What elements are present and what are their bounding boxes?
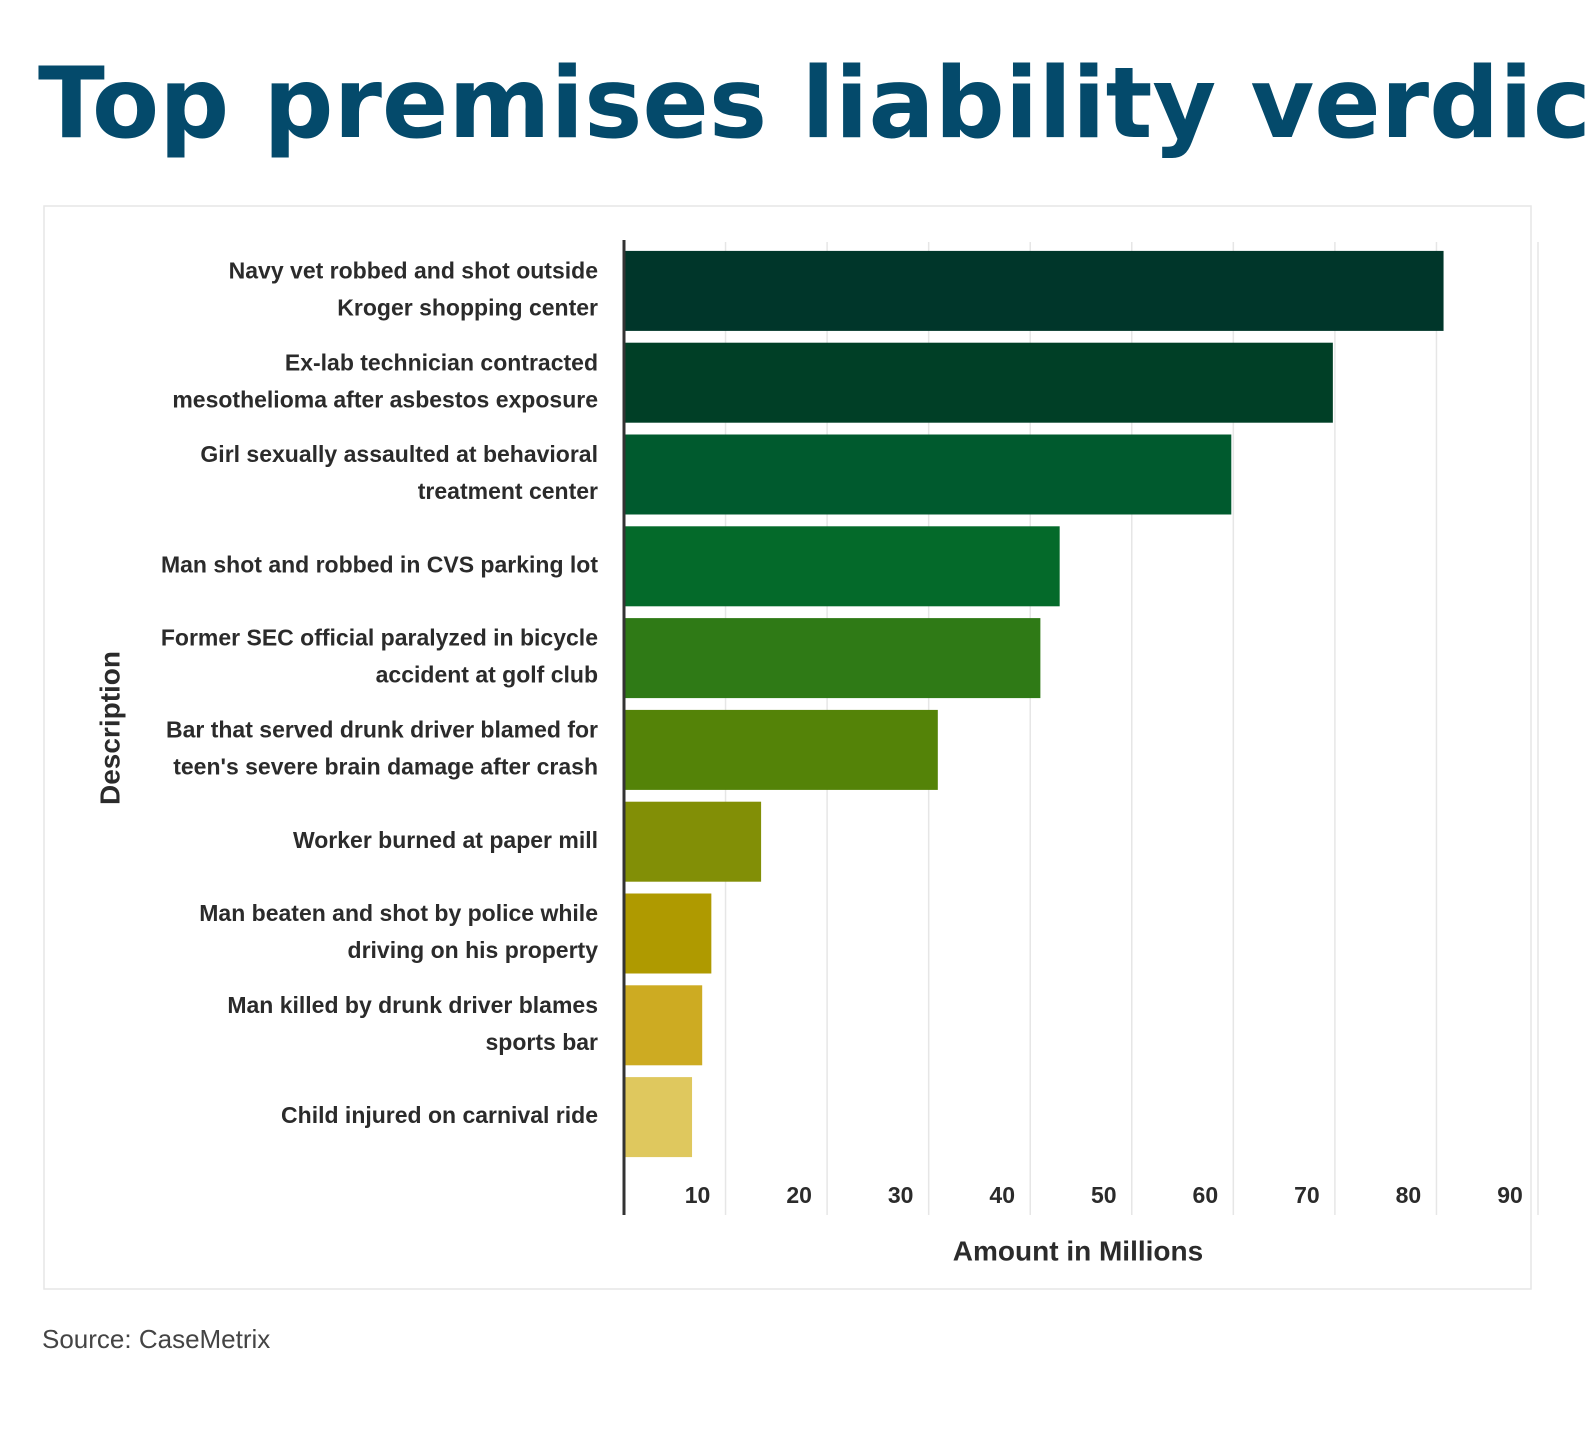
y-tick-label: Child injured on carnival ride: [281, 1102, 598, 1128]
x-tick-label: 50: [1091, 1182, 1117, 1208]
x-tick-label: 20: [786, 1182, 812, 1208]
y-tick-label: Kroger shopping center: [337, 294, 598, 320]
y-tick-label: Ex-lab technician contracted: [285, 349, 598, 375]
bar: [624, 801, 762, 882]
y-tick-label: Man shot and robbed in CVS parking lot: [161, 551, 598, 577]
x-tick-label: 10: [685, 1182, 711, 1208]
x-tick-label: 90: [1497, 1182, 1523, 1208]
chart-frame: [43, 205, 1532, 1290]
x-tick-label: 70: [1294, 1182, 1320, 1208]
y-tick-label: Man killed by drunk driver blames: [227, 992, 598, 1018]
y-tick-label: treatment center: [418, 478, 598, 504]
x-axis-title: Amount in Millions: [953, 1235, 1203, 1266]
y-tick-label: Worker burned at paper mill: [293, 827, 598, 853]
y-tick-label: driving on his property: [348, 937, 599, 963]
bar: [624, 250, 1444, 331]
bar: [624, 1077, 693, 1158]
y-tick-label: mesothelioma after asbestos exposure: [172, 386, 598, 412]
y-tick-label: accident at golf club: [376, 662, 598, 688]
y-tick-label: Former SEC official paralyzed in bicycle: [161, 625, 598, 651]
y-tick-label: Navy vet robbed and shot outside: [229, 257, 598, 283]
y-tick-label: Man beaten and shot by police while: [199, 900, 598, 926]
bar: [624, 709, 938, 790]
y-tick-label: Bar that served drunk driver blamed for: [166, 716, 598, 742]
bar: [624, 342, 1333, 423]
x-tick-label: 60: [1193, 1182, 1219, 1208]
bar: [624, 618, 1041, 699]
chart-title: Top premises liability verdicts: [38, 47, 1585, 161]
y-tick-label: Girl sexually assaulted at behavioral: [200, 441, 598, 467]
y-axis-title: Description: [94, 651, 125, 805]
source-note: Source: CaseMetrix: [42, 1324, 270, 1354]
bar: [624, 985, 703, 1066]
bar: [624, 434, 1232, 515]
bar: [624, 526, 1060, 607]
y-tick-label: sports bar: [486, 1029, 599, 1055]
x-tick-label: 40: [989, 1182, 1015, 1208]
bar: [624, 893, 712, 974]
y-tick-label: teen's severe brain damage after crash: [173, 753, 598, 779]
x-tick-label: 80: [1396, 1182, 1422, 1208]
x-tick-label: 30: [888, 1182, 914, 1208]
